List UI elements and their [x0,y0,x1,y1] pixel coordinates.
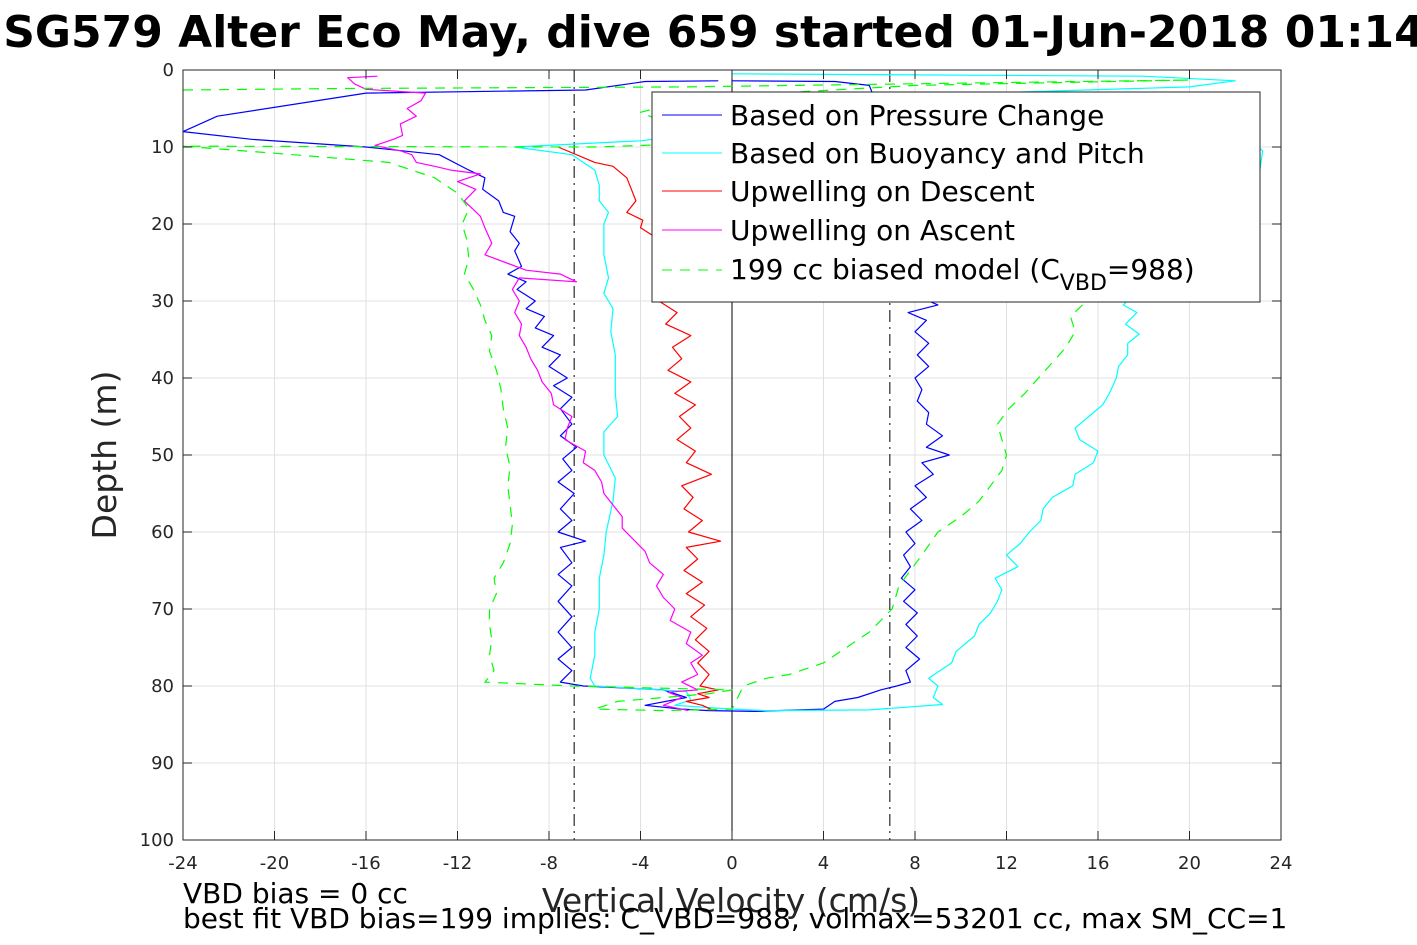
series-line-1 [182,80,950,713]
legend-label-ascent: Upwelling on Ascent [730,214,1015,247]
legend-item: Based on Pressure Change [662,99,1104,132]
legend-label-model-main: 199 cc biased model (C [730,253,1060,286]
x-tick-label: -8 [540,853,558,874]
y-tick-label: 20 [151,214,174,235]
legend-label-model: 199 cc biased model (CVBD=988) [730,253,1195,296]
x-axis-label: Vertical Velocity (cm/s) [542,881,920,920]
legend-label-descent: Upwelling on Descent [730,175,1035,208]
legend-item: 199 cc biased model (CVBD=988) [662,253,1195,296]
x-tick-label: -24 [168,853,197,874]
x-tick-label: 16 [1087,853,1110,874]
legend-item: Upwelling on Descent [662,175,1035,208]
x-tick-label: 24 [1270,853,1293,874]
x-tick-label: 20 [1178,853,1201,874]
y-tick-label: 30 [151,291,174,312]
x-tick-label: 8 [909,853,920,874]
x-tick-label: -20 [260,853,289,874]
y-tick-label: 40 [151,368,174,389]
x-tick-label: -16 [351,853,380,874]
chart-title: SG579 Alter Eco May, dive 659 started 01… [3,7,1417,58]
legend-label-model-tail: =988) [1107,253,1195,286]
x-tick-label: -4 [632,853,650,874]
y-tick-label: 80 [151,676,174,697]
y-tick-label: 50 [151,445,174,466]
series-line-4 [347,75,703,712]
y-tick-label: 70 [151,599,174,620]
x-tick-label: 0 [726,853,737,874]
legend-item: Based on Buoyancy and Pitch [662,137,1145,170]
legend-label-pressure: Based on Pressure Change [730,99,1104,132]
x-axis-ticks: -24 -20 -16 -12 -8 -4 0 4 8 12 16 20 24 [168,70,1292,874]
y-tick-label: 10 [151,137,174,158]
y-axis-label: Depth (m) [85,371,124,540]
legend: Based on Pressure Change Based on Buoyan… [651,91,1261,303]
series-line-2 [514,73,1264,712]
y-tick-label: 100 [140,830,174,851]
footnote-best-fit: best fit VBD bias=199 implies: C_VBD=988… [183,902,1287,935]
legend-item: Upwelling on Ascent [662,214,1015,247]
x-tick-label: -12 [443,853,472,874]
x-tick-label: 12 [995,853,1018,874]
series-line-5 [182,79,1191,712]
y-axis-ticks: 0 10 20 30 40 50 60 70 80 90 100 [140,60,1281,851]
legend-box [651,91,1261,303]
legend-label-buoyancy: Based on Buoyancy and Pitch [730,137,1145,170]
legend-label-model-sub: VBD [1060,271,1107,296]
y-tick-label: 0 [163,60,174,81]
x-tick-label: 4 [818,853,829,874]
y-tick-label: 60 [151,522,174,543]
footnote-vbd-bias: VBD bias = 0 cc [183,877,408,910]
y-tick-label: 90 [151,753,174,774]
